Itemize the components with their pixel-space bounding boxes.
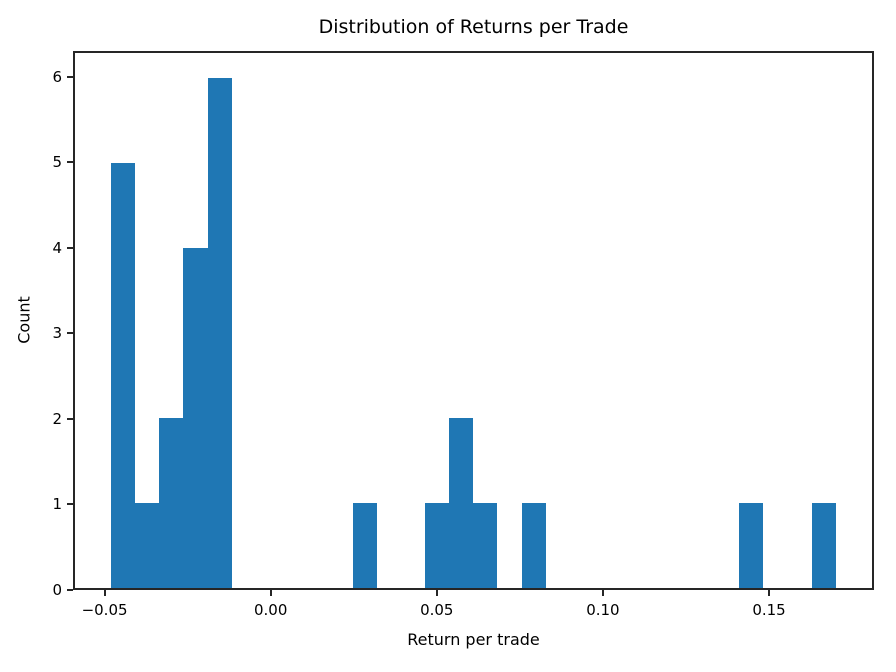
y-tick-label: 4 <box>52 238 62 257</box>
histogram-bar <box>352 503 377 588</box>
y-tick-mark <box>67 332 73 335</box>
histogram-bar <box>183 248 208 588</box>
y-tick-label: 5 <box>52 153 62 172</box>
histogram-bar <box>111 163 136 588</box>
x-tick-label: 0.05 <box>420 601 454 619</box>
x-tick-label: −0.05 <box>81 601 128 619</box>
histogram-bar <box>135 503 160 588</box>
x-tick-label: 0.10 <box>586 601 620 619</box>
histogram-bar <box>473 503 498 588</box>
histogram-bar <box>811 503 836 588</box>
plot-area <box>73 51 874 590</box>
x-tick-mark <box>435 590 438 596</box>
y-tick-label: 2 <box>52 409 62 428</box>
x-tick-mark <box>103 590 106 596</box>
x-tick-mark <box>768 590 771 596</box>
y-tick-label: 3 <box>52 324 62 343</box>
histogram-bar <box>521 503 547 588</box>
x-tick-mark <box>269 590 272 596</box>
x-axis-label: Return per trade <box>407 630 540 649</box>
y-tick-label: 6 <box>52 67 62 86</box>
chart-title: Distribution of Returns per Trade <box>318 16 629 38</box>
y-tick-mark <box>67 417 73 420</box>
x-tick-label: 0.00 <box>253 601 288 619</box>
histogram-bar <box>739 503 764 588</box>
y-tick-mark <box>67 589 73 591</box>
y-tick-mark <box>67 75 73 78</box>
y-tick-mark <box>67 161 73 164</box>
histogram-bar <box>207 78 232 588</box>
y-tick-mark <box>67 503 73 506</box>
y-tick-mark <box>67 246 73 249</box>
y-tick-label: 0 <box>52 581 62 599</box>
x-tick-mark <box>601 590 604 596</box>
histogram-bar <box>449 418 474 588</box>
histogram-bar <box>425 503 450 588</box>
y-tick-label: 1 <box>52 495 62 514</box>
x-tick-label: 0.15 <box>752 601 786 619</box>
histogram-bar <box>159 418 184 588</box>
